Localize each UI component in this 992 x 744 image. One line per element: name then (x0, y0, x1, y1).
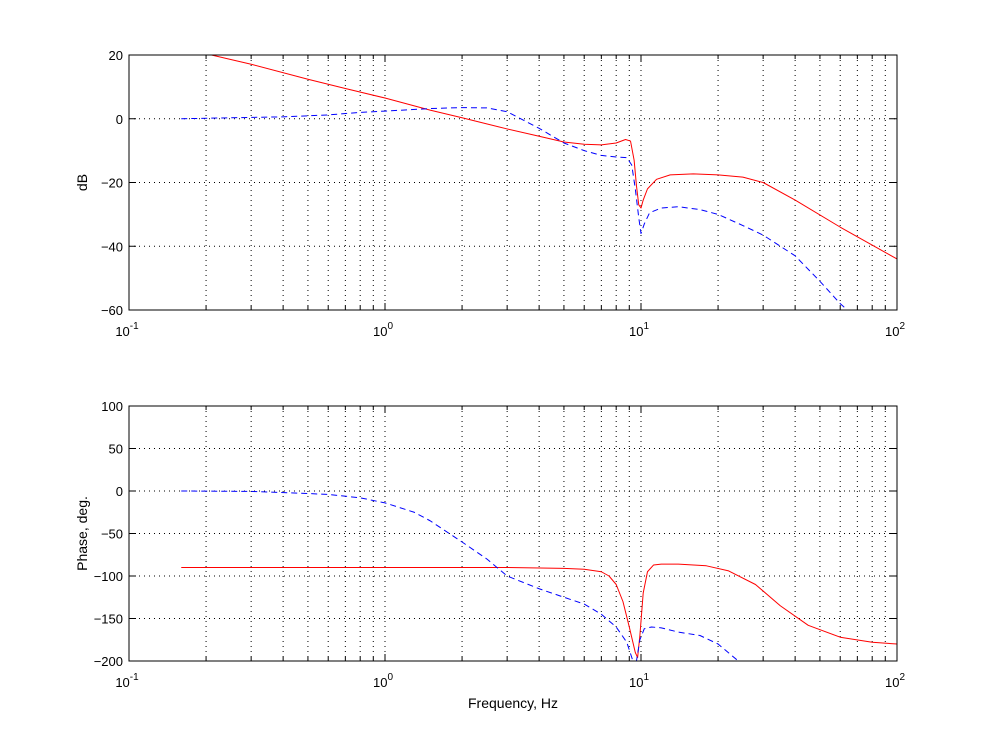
mag-xtick-label: 10-1 (115, 321, 139, 339)
mag-xtick-label: 100 (373, 321, 393, 339)
phase-ytick-label: 50 (109, 442, 123, 457)
phase-ylabel: Phase, deg. (74, 496, 90, 571)
mag-ytick-label: 0 (116, 112, 123, 127)
phase-ytick-label: −50 (101, 527, 123, 542)
mag-ylabel: dB (74, 174, 90, 191)
mag-xtick-label: 101 (629, 321, 649, 339)
phase-xtick-label: 100 (373, 672, 393, 690)
phase-plot: 100 50 0 −50 −100 −150 −200 10-1 100 101 102 Phase,… (74, 399, 905, 711)
mag-ytick-label: −20 (101, 176, 123, 191)
mag-ytick-label: 20 (109, 48, 123, 63)
phase-ytick-label: 100 (101, 399, 123, 414)
phase-xtick-label: 102 (885, 672, 905, 690)
magnitude-plot: 20 0 −20 −40 −60 10-1 100 101 102 dB (74, 48, 905, 339)
phase-xlabel: Frequency, Hz (468, 695, 558, 711)
phase-xtick-label: 10-1 (115, 672, 139, 690)
phase-ytick-label: −100 (94, 569, 123, 584)
phase-series-dashed-line (181, 490, 739, 661)
phase-ytick-label: −150 (94, 612, 123, 627)
phase-ytick-label: 0 (116, 484, 123, 499)
mag-ytick-label: −40 (101, 239, 123, 254)
mag-ytick-label: −60 (101, 303, 123, 318)
phase-series-solid-line (181, 563, 897, 659)
phase-xtick-label: 101 (629, 672, 649, 690)
mag-xtick-label: 102 (885, 321, 905, 339)
mag-series-solid-line (211, 55, 897, 260)
phase-ytick-label: −200 (94, 654, 123, 669)
mag-series-dashed-line (181, 107, 848, 310)
